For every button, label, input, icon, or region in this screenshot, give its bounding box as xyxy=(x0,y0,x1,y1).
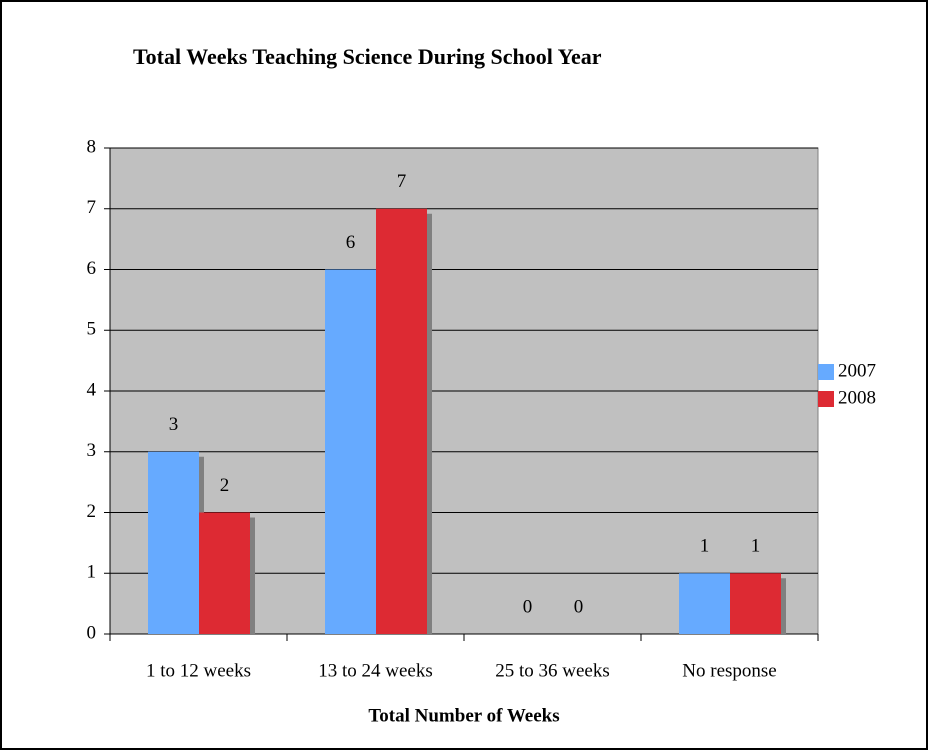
data-label: 6 xyxy=(346,232,356,253)
bar xyxy=(679,573,730,634)
y-tick-label: 8 xyxy=(87,136,97,157)
data-label: 7 xyxy=(397,171,407,192)
y-tick-label: 6 xyxy=(87,258,97,279)
legend-label: 2008 xyxy=(838,387,876,408)
data-label: 0 xyxy=(574,596,584,617)
y-tick-label: 4 xyxy=(87,379,97,400)
x-tick-label: 1 to 12 weeks xyxy=(146,660,251,681)
y-tick-label: 5 xyxy=(87,319,97,340)
y-tick-label: 0 xyxy=(87,622,97,643)
bar xyxy=(148,451,199,634)
y-tick-label: 1 xyxy=(87,562,97,583)
bar xyxy=(325,269,376,634)
data-label: 1 xyxy=(751,536,761,557)
legend-swatch xyxy=(818,391,834,407)
y-tick-label: 7 xyxy=(87,197,97,218)
bar xyxy=(376,208,427,634)
x-tick-label: 25 to 36 weeks xyxy=(495,660,610,681)
x-axis-title: Total Number of Weeks xyxy=(368,705,559,726)
y-tick-label: 3 xyxy=(87,440,97,461)
y-tick-label: 2 xyxy=(87,501,97,522)
legend-label: 2007 xyxy=(838,360,876,381)
data-label: 2 xyxy=(220,475,230,496)
bar xyxy=(199,512,250,634)
data-label: 0 xyxy=(523,596,533,617)
bar xyxy=(730,573,781,634)
legend-swatch xyxy=(818,364,834,380)
data-label: 3 xyxy=(169,414,179,435)
data-label: 1 xyxy=(700,536,710,557)
x-tick-label: No response xyxy=(682,660,776,681)
chart-title: Total Weeks Teaching Science During Scho… xyxy=(133,44,602,69)
x-tick-label: 13 to 24 weeks xyxy=(318,660,433,681)
